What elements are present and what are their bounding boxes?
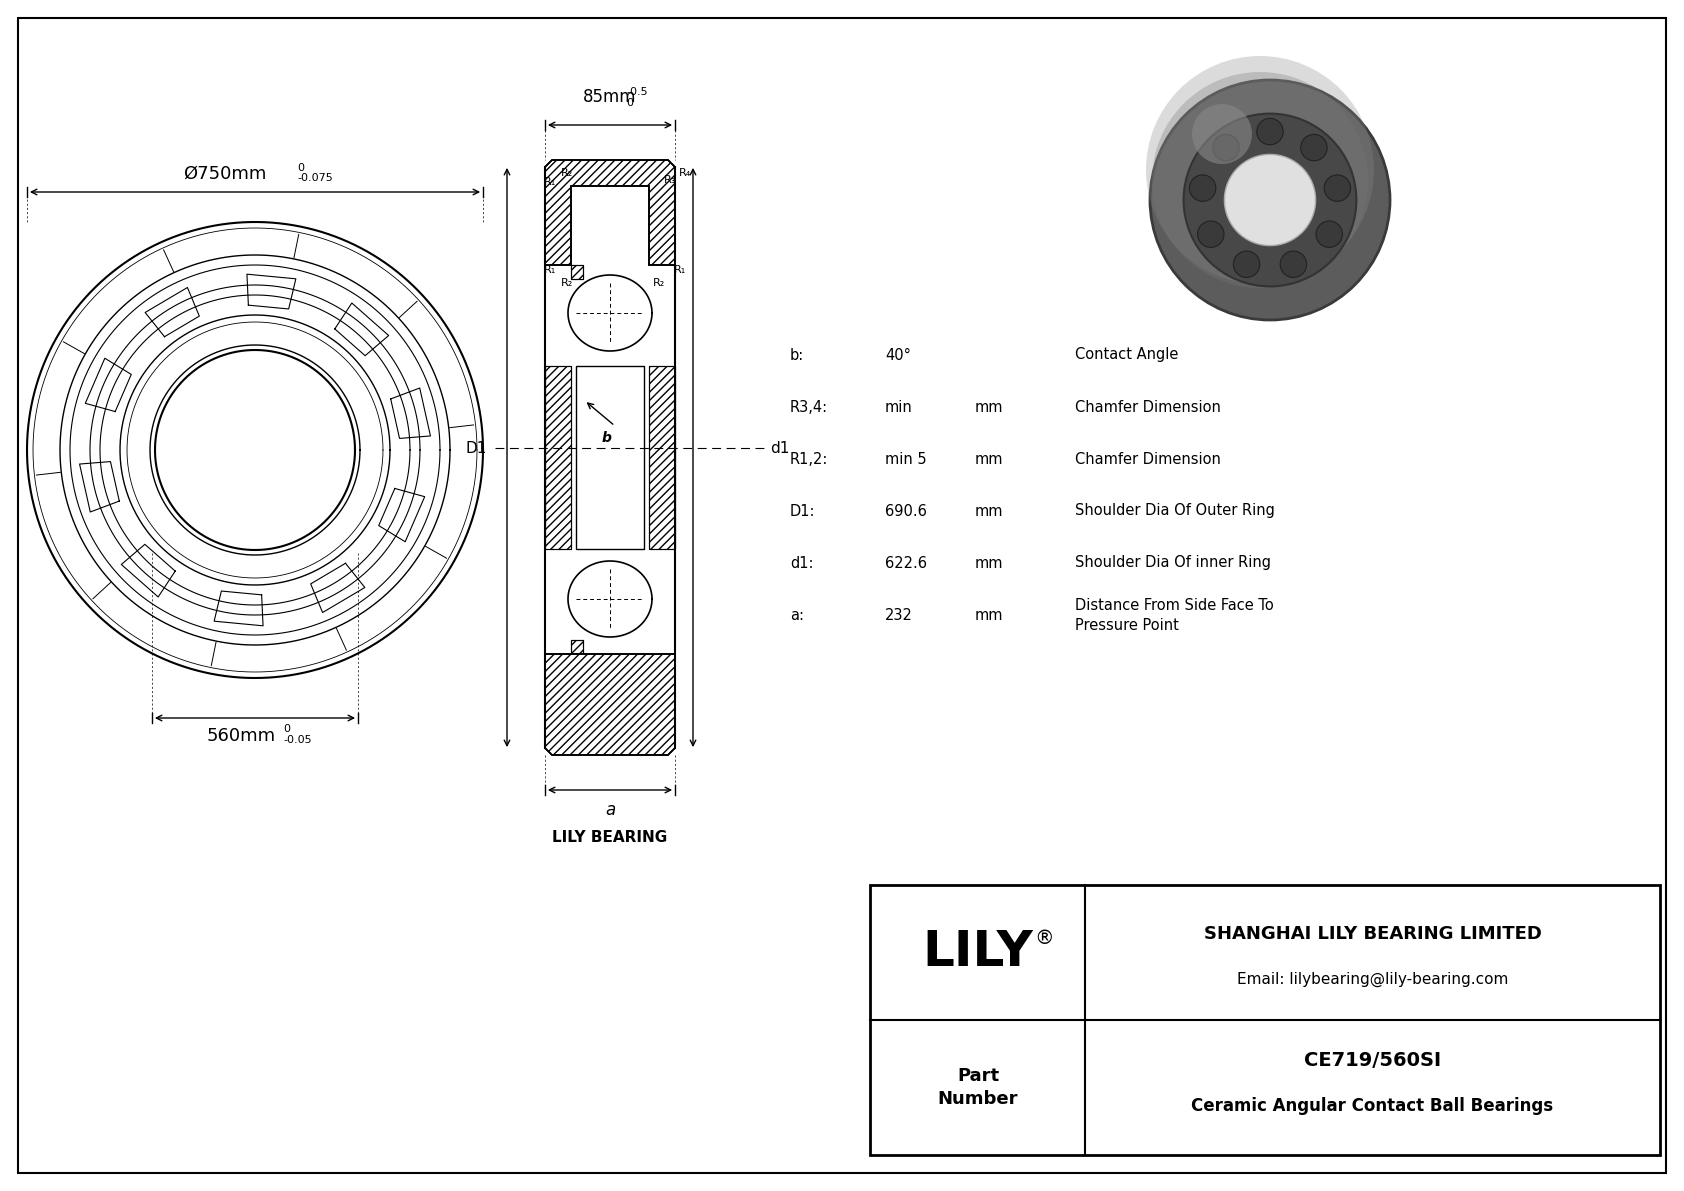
Text: Email: lilybearing@lily-bearing.com: Email: lilybearing@lily-bearing.com	[1236, 972, 1509, 987]
Text: a:: a:	[790, 607, 803, 623]
Text: 0: 0	[626, 98, 633, 108]
Text: R₂: R₂	[561, 278, 573, 288]
Circle shape	[1212, 135, 1239, 161]
Text: d1: d1	[770, 441, 790, 456]
Text: b: b	[603, 431, 611, 445]
Circle shape	[1280, 251, 1307, 278]
Text: min: min	[886, 399, 913, 414]
Text: CE719/560SI: CE719/560SI	[1303, 1050, 1442, 1070]
Text: 560mm: 560mm	[207, 727, 276, 746]
Text: R₄: R₄	[679, 168, 690, 177]
Text: mm: mm	[975, 555, 1004, 570]
Text: Pressure Point: Pressure Point	[1074, 617, 1179, 632]
Text: b:: b:	[790, 348, 805, 362]
Text: a: a	[605, 802, 615, 819]
Polygon shape	[546, 654, 675, 755]
Bar	[576, 366, 643, 549]
Circle shape	[1324, 175, 1351, 201]
Text: R1,2:: R1,2:	[790, 451, 829, 467]
Text: -0.5: -0.5	[626, 87, 648, 96]
Text: 85mm: 85mm	[583, 88, 637, 106]
Text: Distance From Side Face To: Distance From Side Face To	[1074, 599, 1273, 613]
Text: -0.075: -0.075	[296, 173, 333, 183]
Circle shape	[1256, 118, 1283, 145]
Text: Ø750mm: Ø750mm	[184, 166, 266, 183]
Text: 40°: 40°	[886, 348, 911, 362]
Text: R3,4:: R3,4:	[790, 399, 829, 414]
Circle shape	[1300, 135, 1327, 161]
Polygon shape	[546, 366, 571, 549]
Circle shape	[1192, 104, 1251, 164]
Text: Contact Angle: Contact Angle	[1074, 348, 1179, 362]
Text: Shoulder Dia Of inner Ring: Shoulder Dia Of inner Ring	[1074, 555, 1271, 570]
Text: Chamfer Dimension: Chamfer Dimension	[1074, 399, 1221, 414]
Text: R₁: R₁	[544, 177, 556, 187]
Text: R₂: R₂	[561, 168, 573, 177]
Text: Part
Number: Part Number	[938, 1067, 1019, 1109]
Polygon shape	[648, 366, 675, 549]
Text: Chamfer Dimension: Chamfer Dimension	[1074, 451, 1221, 467]
Circle shape	[1224, 155, 1315, 245]
Text: 622.6: 622.6	[886, 555, 926, 570]
Text: 690.6: 690.6	[886, 504, 926, 518]
Circle shape	[1315, 222, 1342, 248]
Circle shape	[1184, 113, 1356, 286]
Circle shape	[1189, 175, 1216, 201]
Text: mm: mm	[975, 399, 1004, 414]
Text: Ceramic Angular Contact Ball Bearings: Ceramic Angular Contact Ball Bearings	[1192, 1097, 1554, 1116]
Text: R₁: R₁	[544, 266, 556, 275]
Text: LILY: LILY	[923, 929, 1034, 977]
Text: LILY BEARING: LILY BEARING	[552, 830, 667, 846]
Text: SHANGHAI LILY BEARING LIMITED: SHANGHAI LILY BEARING LIMITED	[1204, 924, 1541, 942]
Text: D1: D1	[465, 441, 487, 456]
Text: 0: 0	[283, 724, 290, 734]
Text: min 5: min 5	[886, 451, 926, 467]
Text: 232: 232	[886, 607, 913, 623]
Polygon shape	[571, 640, 583, 654]
Text: R₁: R₁	[674, 266, 685, 275]
Text: mm: mm	[975, 607, 1004, 623]
Text: 0: 0	[296, 163, 305, 173]
Text: R₃: R₃	[663, 175, 677, 185]
Text: R₂: R₂	[653, 278, 665, 288]
Bar	[871, 885, 1660, 1155]
Circle shape	[1197, 222, 1224, 248]
Text: ®: ®	[1034, 929, 1054, 948]
Text: mm: mm	[975, 451, 1004, 467]
Circle shape	[1147, 56, 1374, 283]
Text: -0.05: -0.05	[283, 735, 312, 746]
Text: Shoulder Dia Of Outer Ring: Shoulder Dia Of Outer Ring	[1074, 504, 1275, 518]
Circle shape	[1150, 80, 1389, 320]
Text: mm: mm	[975, 504, 1004, 518]
Polygon shape	[571, 266, 583, 279]
Circle shape	[1233, 251, 1260, 278]
Polygon shape	[546, 160, 675, 266]
Text: d1:: d1:	[790, 555, 813, 570]
Circle shape	[1152, 71, 1367, 288]
Text: D1:: D1:	[790, 504, 815, 518]
